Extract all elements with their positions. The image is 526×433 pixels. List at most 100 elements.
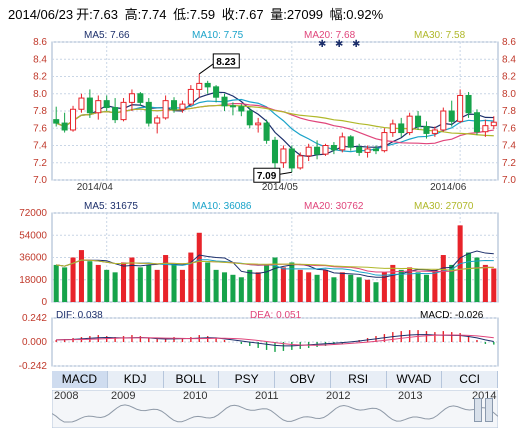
price-tick-right: 7.2 [502,158,516,169]
price-tick-left: 8.4 [33,54,47,65]
tab-kdj[interactable]: KDJ [107,371,164,388]
candle-body [465,94,472,114]
volume-bar [297,269,303,302]
quote-header: 2014/06/23 开:7.63 高:7.74 低:7.59 收:7.67 量:… [8,4,386,23]
volume-bar [255,272,261,302]
candle-body [128,93,135,103]
volume-tick: 54000 [19,230,47,241]
volume-bar [264,264,270,302]
ma30-line [55,104,494,137]
volume-bar [449,264,455,302]
volume-bar [331,277,337,302]
price-tick-right: 8.0 [502,89,516,100]
volume-bar [154,269,160,302]
date-tick: 2014/05 [262,182,299,193]
candle-body [78,97,85,110]
candle-body [448,110,455,122]
tab-cci[interactable]: CCI [442,371,498,388]
candle-body [137,93,144,103]
candle-body [398,123,405,134]
candle-body [322,145,329,155]
volume-bar [146,264,152,302]
candle-body [196,82,203,90]
volume-bar [322,269,329,302]
range-handle-right[interactable] [485,398,493,422]
price-tick-right: 7.0 [502,175,516,186]
candle-body [440,110,447,131]
range-handle-left[interactable] [474,398,482,422]
tab-psy[interactable]: PSY [219,371,275,388]
volume-bar [121,262,127,302]
quote-change: 幅:0.92% [329,7,384,22]
candle-body [490,121,497,127]
volume-bar [289,262,295,302]
low-marker-line [279,171,292,175]
price-tick-right: 7.6 [502,123,516,134]
volume-bar [247,269,253,302]
timeline-navigator[interactable]: 2008 2009 2010 2011 2012 2013 2014 [52,390,498,428]
candle-body [297,155,304,169]
tab-rsi[interactable]: RSI [330,371,387,388]
macd-legend-dif: DIF: 0.038 [56,310,103,321]
candle-body [372,148,380,152]
candle-body [204,82,211,88]
volume-bar [78,250,84,302]
legend-ma5: MA5: 7.66 [84,30,130,41]
vol-legend-ma5: MA5: 31675 [84,201,138,212]
price-tick-left: 7.2 [33,158,47,169]
candle-body [229,105,236,108]
marker-star: ✱ [352,39,360,50]
tab-wvad[interactable]: WVAD [386,371,443,388]
candle-body [255,122,262,126]
volume-bar [179,269,185,302]
candle-body [473,112,480,133]
volume-bar [62,267,68,302]
candle-body [305,146,312,157]
volume-bar [196,232,202,302]
volume-tick: 0 [41,297,47,308]
candle-body [112,107,119,121]
candle-body [263,122,270,141]
quote-open: 开:7.63 [76,7,118,22]
volume-bar [213,269,219,302]
candle-body [187,88,194,105]
quote-date: 2014/06/23 [8,7,74,22]
legend-ma20: MA20: 7.68 [304,30,356,41]
price-tick-right: 8.2 [502,72,516,83]
volume-bar [407,267,413,302]
volume-bar [474,257,480,302]
price-tick-right: 8.6 [502,37,516,48]
volume-bar [163,255,169,302]
timeline-sparkline [52,390,498,428]
volume-bar [95,264,101,302]
volume-bar [272,257,278,302]
volume-bar [104,269,110,302]
volume-bar [432,269,438,302]
high-marker-line [198,63,214,75]
tab-boll[interactable]: BOLL [163,371,220,388]
candle-body [103,100,110,109]
price-tick-left: 8.0 [33,89,47,100]
tab-macd[interactable]: MACD [52,371,108,388]
price-tick-right: 7.4 [502,141,516,152]
volume-bar [280,267,286,302]
marker-star: ✱ [318,39,326,50]
volume-bar [423,274,429,302]
tab-obv[interactable]: OBV [275,371,331,388]
volume-bar [87,261,93,302]
candle-body [271,139,279,164]
candle-body [53,119,60,124]
candle-body [162,100,169,119]
volume-bar [398,269,404,302]
quote-low: 低:7.59 [173,7,216,22]
candle-body [288,148,295,169]
candle-body [95,100,102,114]
volume-bar [53,264,59,302]
volume-tick: 72000 [19,208,47,219]
volume-bar [440,255,446,302]
volume-bar [70,257,76,302]
price-tick-left: 8.6 [33,37,47,48]
price-tick-left: 8.2 [33,72,47,83]
volume-bar [381,272,387,302]
